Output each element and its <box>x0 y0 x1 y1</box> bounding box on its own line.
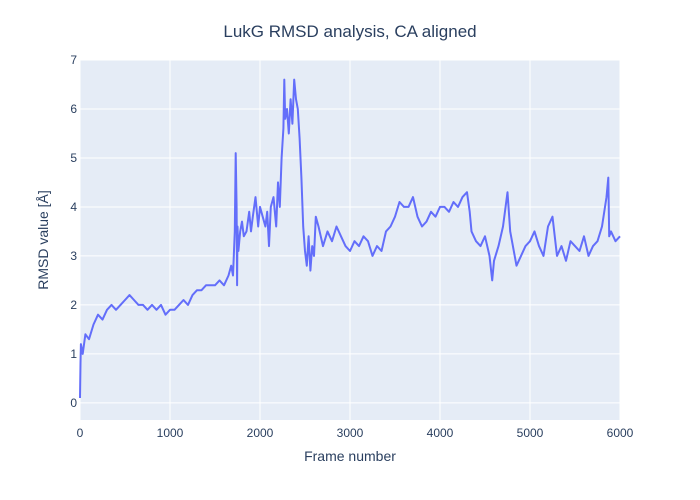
x-axis-title: Frame number <box>304 448 396 464</box>
series-line-group <box>79 78 621 399</box>
x-tick-label: 2000 <box>247 426 274 440</box>
y-tick-label: 6 <box>70 102 77 116</box>
x-tick-label: 1000 <box>157 426 184 440</box>
x-tick-label: 3000 <box>337 426 364 440</box>
y-tick-label: 3 <box>70 249 77 263</box>
rmsd-series-line <box>79 78 621 399</box>
grid-lines <box>79 59 621 420</box>
x-tick-label: 0 <box>77 426 84 440</box>
y-axis-title: RMSD value [Å] <box>35 190 51 290</box>
y-tick-label: 4 <box>70 200 77 214</box>
x-tick-label: 5000 <box>517 426 544 440</box>
x-tick-label: 4000 <box>427 426 454 440</box>
chart-title: LukG RMSD analysis, CA aligned <box>223 22 476 41</box>
y-tick-label: 0 <box>70 396 77 410</box>
y-tick-label: 5 <box>70 151 77 165</box>
y-tick-label: 2 <box>70 298 77 312</box>
y-tick-label: 1 <box>70 347 77 361</box>
x-axis-ticks: 0 1000 2000 3000 4000 5000 6000 <box>77 426 634 440</box>
y-tick-label: 7 <box>70 53 77 67</box>
x-tick-label: 6000 <box>607 426 634 440</box>
y-axis-ticks: 0 1 2 3 4 5 6 7 <box>70 53 77 410</box>
